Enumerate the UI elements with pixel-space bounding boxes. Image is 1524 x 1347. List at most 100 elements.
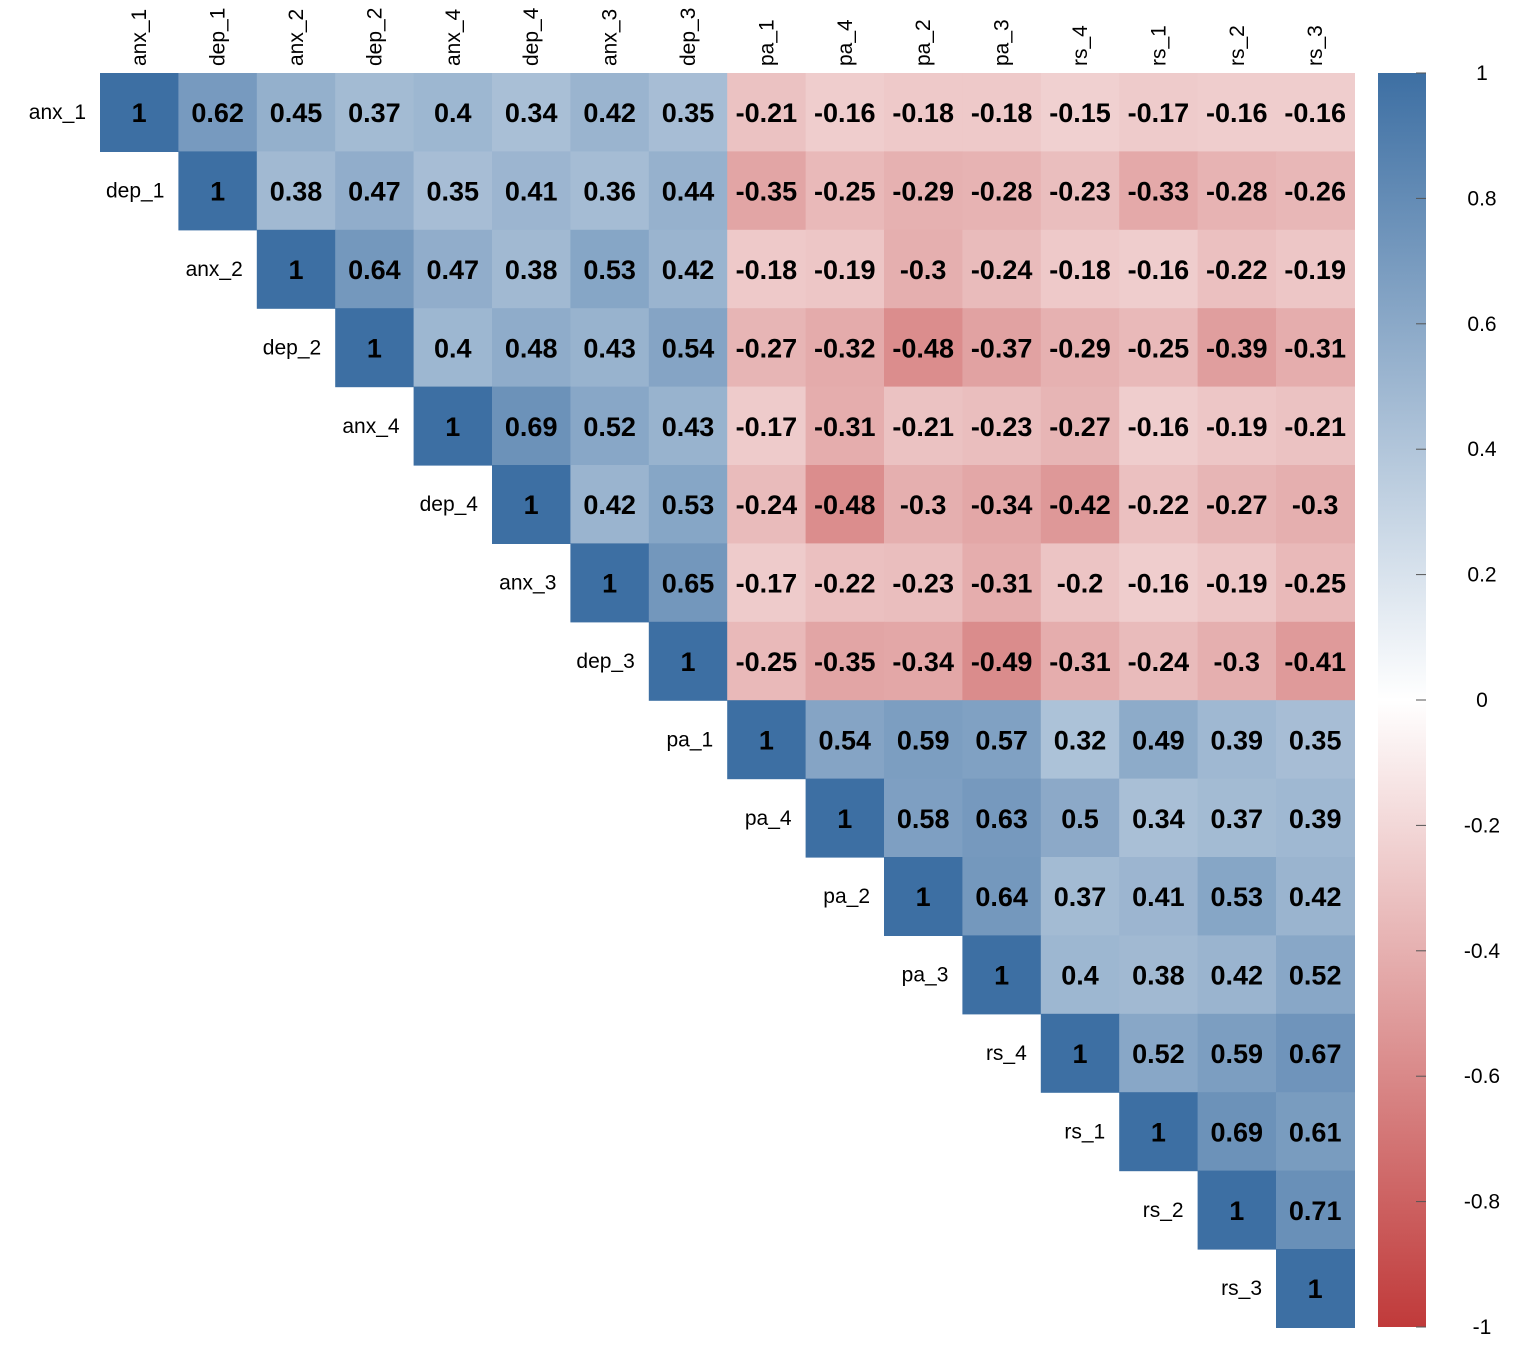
cell-value-label: -0.22 (1128, 490, 1190, 520)
cell-value-label: 0.64 (348, 255, 401, 285)
cell-value-label: -0.17 (736, 412, 798, 442)
cell-value-label: -0.31 (1049, 647, 1111, 677)
heatmap-cell (1276, 1092, 1355, 1172)
heatmap-cell (1197, 621, 1277, 701)
cell-value-label: 1 (445, 412, 460, 442)
cell-value-label: 0.39 (1211, 725, 1264, 755)
heatmap-cell (727, 151, 807, 231)
row-label: rs_4 (986, 1042, 1027, 1065)
heatmap-cell (570, 73, 650, 152)
cell-value-label: 1 (602, 569, 617, 599)
cell-value-label: -0.23 (1049, 177, 1111, 207)
heatmap-cell (178, 73, 258, 152)
heatmap-cell (335, 308, 415, 388)
heatmap-cell (1276, 73, 1355, 152)
row-label: pa_1 (666, 728, 713, 751)
row-labels: anx_1 dep_1 anx_2 dep_2 anx_4 dep_4 anx_3 dep_3… (29, 101, 1262, 1300)
heatmap-cell (1276, 935, 1355, 1015)
heatmap-cell (727, 308, 807, 388)
legend-tick-label: -0.8 (1464, 1191, 1500, 1214)
heatmap-cell (1040, 857, 1120, 936)
cell-value-label: -0.29 (892, 177, 954, 207)
cell-value-label: -0.22 (1206, 255, 1268, 285)
cell-value-label: 0.54 (819, 725, 872, 755)
cell-value-label: -0.19 (814, 255, 876, 285)
heatmap-cell (1119, 308, 1199, 388)
cell-value-label: -0.17 (736, 569, 798, 599)
heatmap-cell (256, 151, 336, 231)
heatmap-cell (962, 857, 1042, 936)
row-label: anx_3 (499, 572, 556, 595)
cell-value-label: -0.16 (1284, 98, 1346, 128)
cell-value-label: 1 (524, 490, 539, 520)
cell-value-label: 0.43 (662, 412, 715, 442)
row-label: dep_3 (576, 650, 634, 673)
cell-value-label: -0.29 (1049, 333, 1111, 363)
column-label: pa_2 (912, 19, 935, 66)
heatmap-cell (100, 73, 179, 152)
cell-value-label: -0.21 (1284, 412, 1346, 442)
column-label: pa_3 (991, 19, 1014, 66)
cell-value-label: 0.42 (662, 255, 715, 285)
cell-value-label: -0.18 (1049, 255, 1111, 285)
heatmap-cell (1040, 151, 1120, 231)
heatmap-cell (570, 151, 650, 231)
cell-value-label: 0.38 (1132, 961, 1185, 991)
heatmap-cell (1197, 73, 1277, 152)
cell-value-label: -0.48 (892, 333, 954, 363)
heatmap-cell (884, 73, 963, 152)
cell-value-label: 0.67 (1289, 1039, 1342, 1069)
heatmap-cell (962, 73, 1042, 152)
row-label: rs_1 (1064, 1120, 1105, 1143)
heatmap-cell (1197, 229, 1277, 309)
heatmap-cell (962, 778, 1042, 858)
cell-value-label: 0.42 (583, 490, 636, 520)
cell-value-label: -0.16 (1206, 98, 1268, 128)
cell-value-label: 0.48 (505, 333, 558, 363)
cell-value-label: 0.42 (1211, 961, 1264, 991)
cell-value-label: 0.64 (975, 882, 1028, 912)
row-label: anx_4 (342, 415, 400, 438)
heatmap-cell (570, 386, 650, 466)
heatmap-cell (884, 308, 963, 388)
cell-value-label: -0.25 (814, 177, 876, 207)
heatmap-cell (413, 73, 493, 152)
cell-value-label: 0.53 (1211, 882, 1264, 912)
heatmap-cell (727, 73, 807, 152)
heatmap-cell (648, 386, 728, 466)
legend-tick-label: -0.2 (1464, 814, 1500, 837)
heatmap-cell (1119, 778, 1199, 858)
heatmap-cell (1276, 1249, 1355, 1328)
cell-value-label: 0.45 (270, 98, 323, 128)
cell-value-label: -0.16 (1128, 255, 1190, 285)
cell-value-label: 0.61 (1289, 1117, 1342, 1147)
cell-value-label: -0.15 (1049, 98, 1111, 128)
heatmap-cell (727, 700, 807, 780)
heatmap-cell (335, 229, 415, 309)
heatmap-cell (884, 700, 963, 780)
heatmap-cell (884, 857, 963, 936)
heatmap-cell (1276, 621, 1355, 701)
heatmap-cell (413, 386, 493, 466)
row-label: rs_2 (1143, 1199, 1184, 1222)
cell-value-label: 0.59 (1211, 1039, 1264, 1069)
heatmap-cell (1197, 700, 1277, 780)
row-label: pa_2 (823, 885, 870, 908)
cell-value-label: -0.31 (814, 412, 876, 442)
row-label: dep_2 (263, 336, 321, 359)
heatmap-cell (1119, 935, 1199, 1015)
cell-value-label: -0.3 (900, 490, 947, 520)
heatmap-cell (1119, 465, 1199, 544)
column-label: anx_2 (285, 9, 308, 66)
cell-value-label: 1 (1072, 1039, 1087, 1069)
heatmap-cell (805, 700, 885, 780)
cell-value-label: -0.17 (1128, 98, 1190, 128)
heatmap-cell (805, 308, 885, 388)
cell-value-label: 0.42 (583, 98, 636, 128)
heatmap-cell (884, 778, 963, 858)
heatmap-cell (1040, 308, 1120, 388)
heatmap-cell (1040, 386, 1120, 466)
cell-value-label: 1 (916, 882, 931, 912)
cell-value-label: -0.3 (1214, 647, 1261, 677)
